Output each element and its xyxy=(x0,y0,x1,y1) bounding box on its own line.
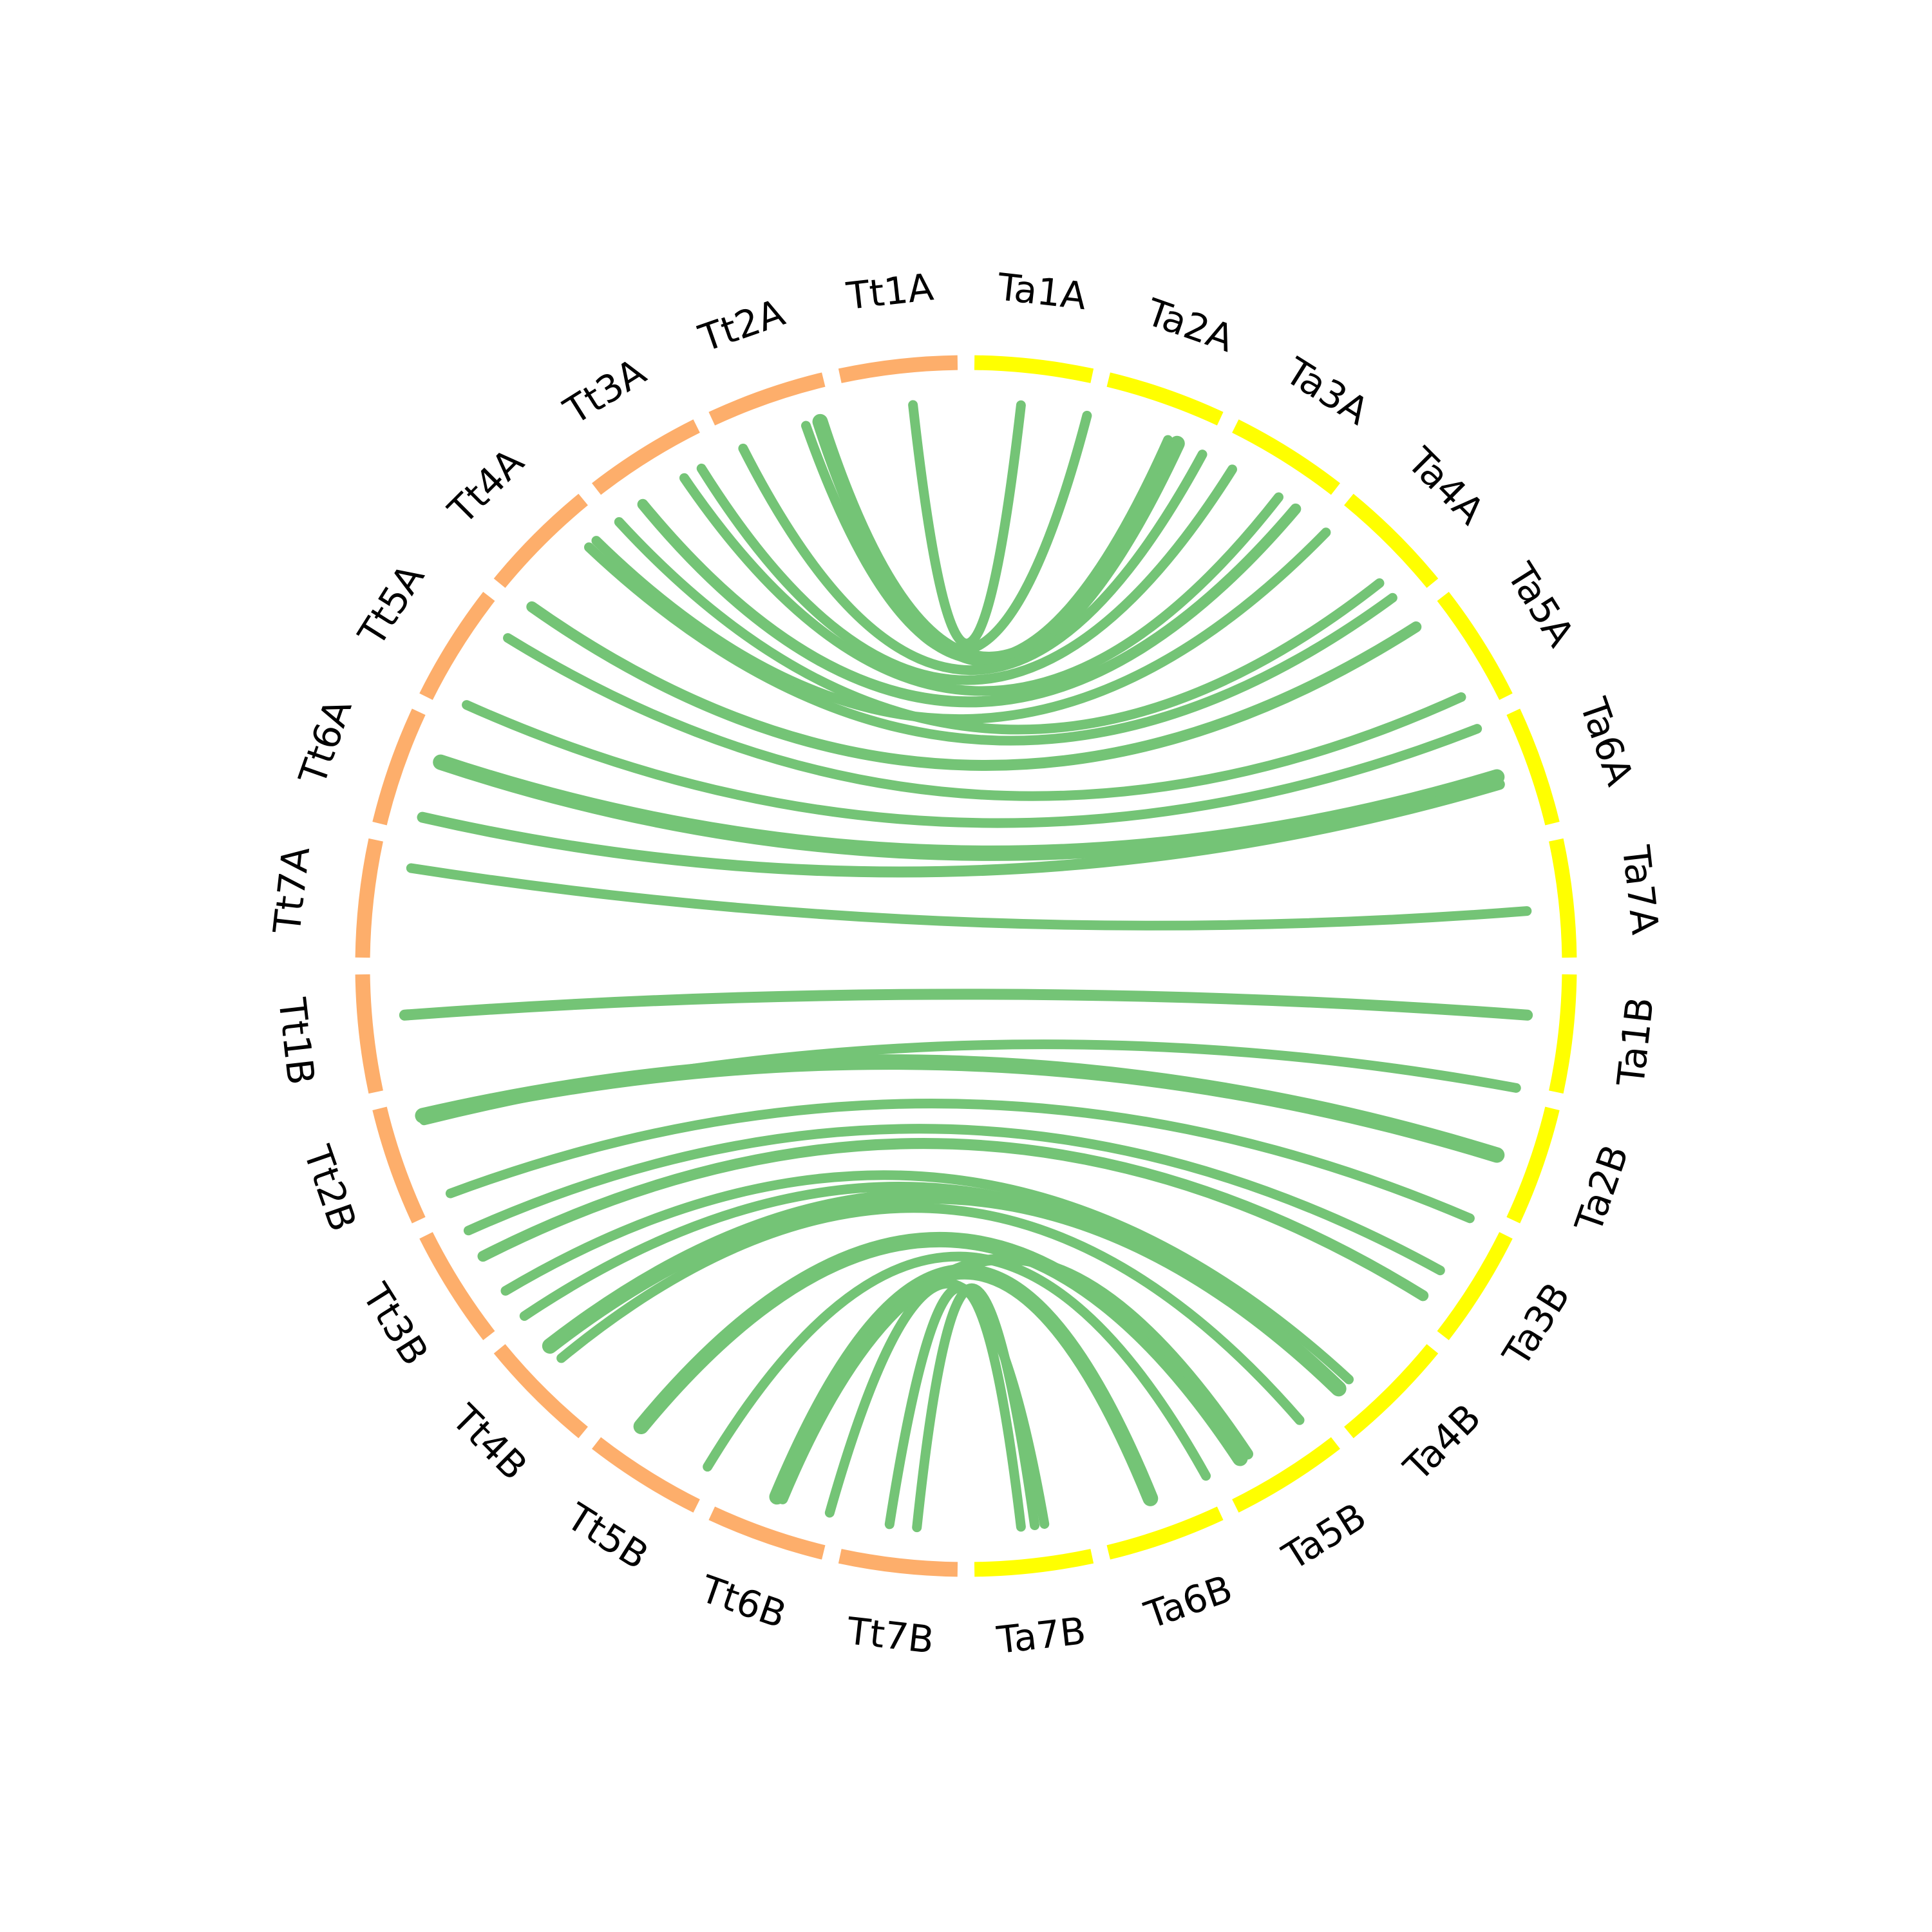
segment-label: Ta7B xyxy=(994,1609,1088,1662)
link xyxy=(591,527,1331,724)
segment-label: Tt4A xyxy=(439,440,532,533)
segment-label: Tt3B xyxy=(354,1276,437,1373)
segment xyxy=(1106,1506,1224,1560)
segment xyxy=(1106,372,1224,426)
segment-label: Ta4A xyxy=(1399,439,1493,533)
link xyxy=(526,601,1422,771)
links xyxy=(399,400,1533,1533)
segment xyxy=(708,372,826,426)
segment-label: Tt5A xyxy=(349,556,433,654)
link xyxy=(584,542,1397,746)
segment-label: Tt2A xyxy=(693,290,790,361)
segment-label: Tt5B xyxy=(558,1495,656,1578)
segment xyxy=(1506,708,1560,826)
segment xyxy=(1437,592,1513,700)
segment xyxy=(355,974,383,1094)
link xyxy=(462,700,1482,828)
segment xyxy=(1437,1232,1513,1340)
segment-label: Ta2B xyxy=(1566,1139,1637,1238)
segment-label: Tt3A xyxy=(556,350,653,433)
link xyxy=(679,473,1283,696)
link xyxy=(503,633,1466,801)
link xyxy=(399,989,1533,1021)
segment-label: Ta4B xyxy=(1395,1396,1489,1490)
segment xyxy=(419,592,495,700)
segment-label: Tt1A xyxy=(844,265,936,318)
link xyxy=(800,421,1173,665)
link xyxy=(614,516,1385,735)
segment xyxy=(838,355,958,383)
segment-label: Tt6B xyxy=(695,1567,792,1637)
segment xyxy=(419,1232,495,1340)
link xyxy=(777,1253,1253,1504)
segment-label: Tt6A xyxy=(290,694,361,791)
segment-label: Ta1B xyxy=(1609,995,1662,1089)
segment xyxy=(1549,838,1577,958)
segment-label: Ta1A xyxy=(995,265,1089,318)
segment xyxy=(592,1437,700,1513)
segment xyxy=(372,708,426,826)
link xyxy=(769,1264,1159,1506)
link xyxy=(696,463,1237,685)
segment-label: Ta5A xyxy=(1498,555,1583,654)
link xyxy=(415,1054,1505,1163)
link xyxy=(542,1188,1347,1397)
segment xyxy=(355,838,383,958)
link xyxy=(637,498,1302,708)
link xyxy=(884,1283,1026,1532)
link xyxy=(703,1251,1211,1481)
segment xyxy=(372,1106,426,1224)
link xyxy=(738,443,1208,676)
segment xyxy=(493,493,588,588)
segment xyxy=(838,1549,958,1577)
segment xyxy=(1506,1106,1560,1224)
segment xyxy=(493,1344,588,1439)
link xyxy=(477,1138,1429,1302)
segment-label: Tt7A xyxy=(265,844,318,936)
link xyxy=(912,1283,1040,1533)
segment-label: Ta6B xyxy=(1139,1567,1238,1638)
segment xyxy=(1232,1437,1340,1513)
link xyxy=(633,1231,1248,1466)
segment-label: Ta3A xyxy=(1277,349,1376,434)
segment xyxy=(708,1506,826,1560)
link xyxy=(556,1203,1305,1425)
segment-label: Ta6A xyxy=(1571,692,1642,791)
segment xyxy=(1344,1344,1439,1439)
segment-label: Tt7B xyxy=(844,1609,936,1662)
segment xyxy=(1232,419,1340,495)
segment-label: Tt1B xyxy=(270,995,323,1087)
segment-label: Ta2A xyxy=(1141,290,1240,361)
link xyxy=(433,754,1505,861)
segment xyxy=(1549,974,1577,1094)
segment xyxy=(1344,493,1439,588)
link xyxy=(406,863,1532,931)
link xyxy=(417,779,1505,878)
link xyxy=(463,1124,1445,1276)
segment-label: Ta5B xyxy=(1274,1494,1374,1579)
segment-label: Ta7A xyxy=(1614,843,1667,937)
link xyxy=(500,1170,1354,1385)
segment xyxy=(974,355,1094,383)
link xyxy=(908,400,1026,649)
segment-label: Tt2B xyxy=(295,1140,365,1237)
segment xyxy=(592,419,700,495)
segment-label: Tt4B xyxy=(443,1396,536,1488)
link xyxy=(445,1099,1475,1224)
segment-label: Ta3B xyxy=(1494,1275,1579,1374)
segment xyxy=(974,1549,1094,1577)
